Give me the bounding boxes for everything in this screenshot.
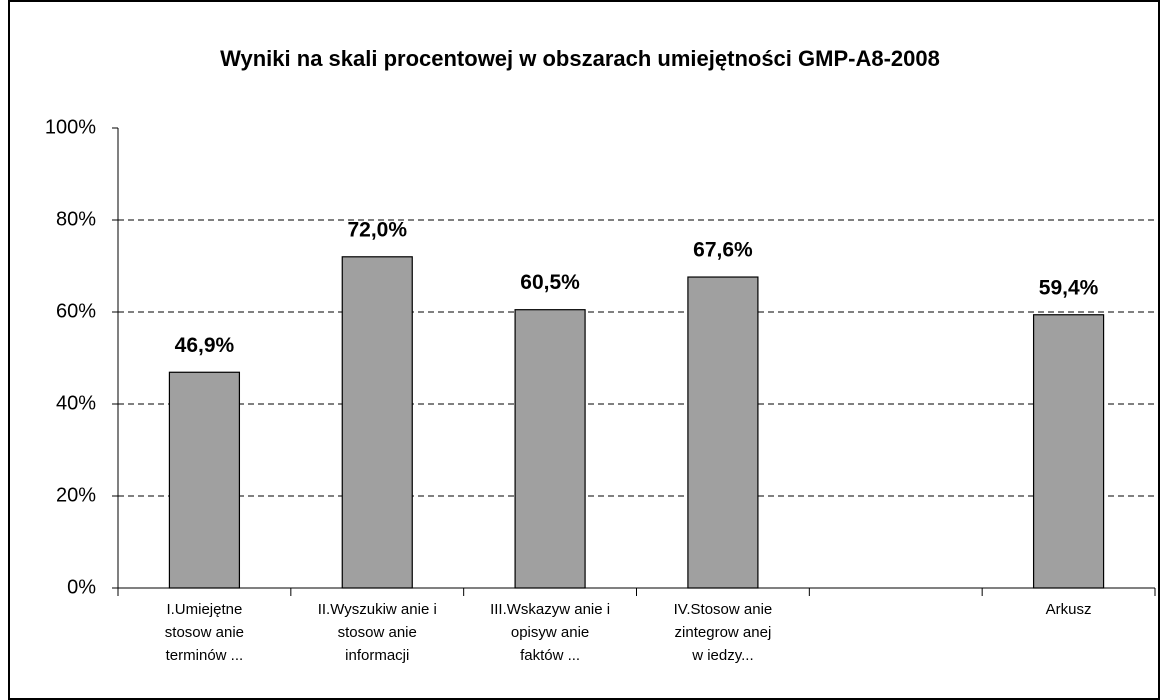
y-tick-label: 0% — [67, 576, 96, 598]
bar — [687, 276, 759, 589]
x-tick-label: III.Wskazyw anie i opisyw anie faktów ... — [490, 601, 610, 664]
data-label: 46,9% — [175, 334, 235, 357]
y-tick-label: 20% — [56, 484, 96, 506]
y-tick-label: 60% — [56, 300, 96, 322]
bar — [341, 256, 413, 589]
data-label: 60,5% — [520, 271, 580, 294]
y-tick-label: 80% — [56, 208, 96, 230]
x-tick-label: Arkusz — [1046, 601, 1092, 618]
x-tick-label: IV.Stosow anie zintegrow anej w iedzy... — [674, 601, 773, 664]
bar — [1032, 314, 1105, 589]
x-tick-label: I.Umiejętne stosow anie terminów ... — [165, 601, 244, 664]
y-tick-label: 40% — [56, 392, 96, 414]
bar — [168, 371, 241, 589]
y-tick-label: 100% — [45, 116, 96, 138]
x-tick-label: II.Wyszukiw anie i stosow anie informacji — [318, 601, 437, 664]
data-label: 72,0% — [347, 218, 407, 241]
bar — [514, 309, 586, 589]
data-label: 67,6% — [693, 239, 753, 262]
data-label: 59,4% — [1039, 276, 1099, 299]
chart-title: Wyniki na skali procentowej w obszarach … — [220, 46, 940, 71]
